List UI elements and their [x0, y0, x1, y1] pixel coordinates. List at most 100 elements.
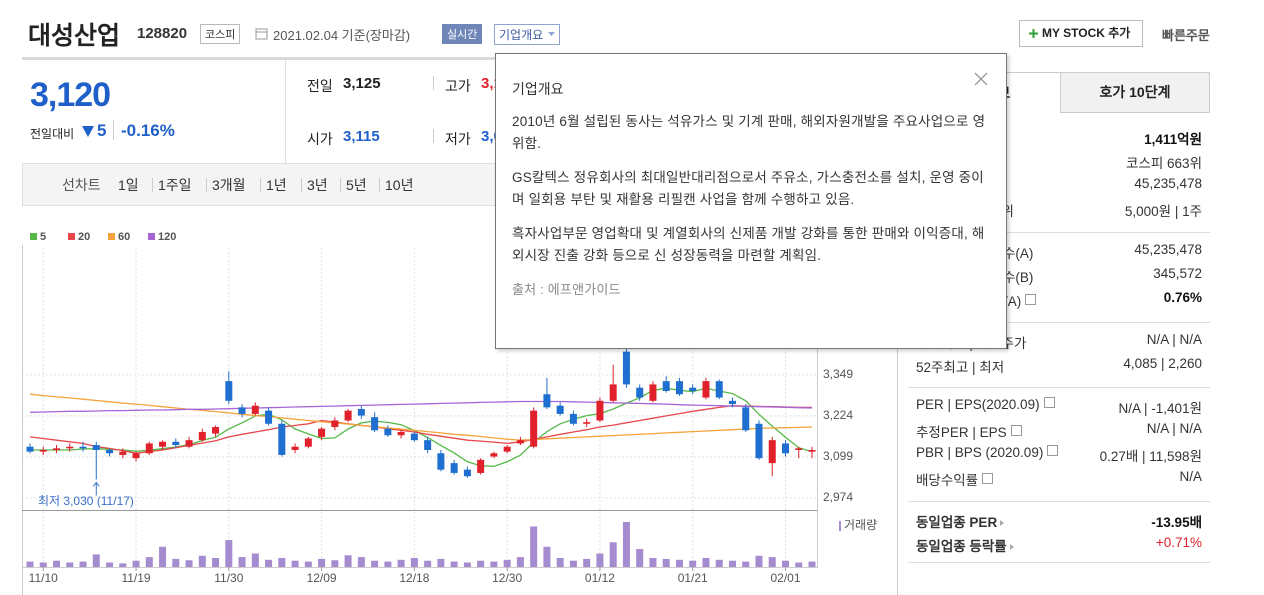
period-tab[interactable]: 선차트	[62, 177, 101, 193]
overview-popup: 기업개요 2010년 6월 설립된 동사는 석유가스 및 기계 판매, 해외자원…	[495, 53, 1007, 349]
period-tab[interactable]: 1년	[266, 177, 287, 193]
volume-bar	[689, 560, 697, 567]
row-separator	[908, 232, 1210, 233]
quick-order[interactable]: 빠른주문	[1162, 28, 1210, 43]
divider	[113, 120, 114, 140]
period-tab[interactable]: 5년	[346, 177, 367, 193]
candle-body	[543, 394, 551, 408]
tab-separator	[301, 178, 302, 192]
candle-body	[675, 381, 683, 395]
high-label: 고가	[445, 78, 471, 94]
popup-paragraph: GS칼텍스 정유회사의 최대일반대리점으로서 주유소, 가스충전소를 설치, 운…	[512, 170, 984, 207]
info-row: 추정PER | EPS N/A | N/A	[916, 421, 1202, 443]
mystock-button[interactable]: MY STOCK 추가	[1019, 20, 1143, 47]
overview-button[interactable]: 기업개요	[494, 24, 561, 45]
candle-body	[609, 384, 617, 401]
info-value: 0.27배 | 11,598원	[1099, 449, 1202, 464]
volume-bar	[437, 558, 445, 567]
arrow-icon	[1009, 544, 1014, 550]
period-tab[interactable]: 3개월	[212, 177, 246, 193]
volume-bar	[39, 562, 47, 567]
arrow-icon	[1000, 520, 1005, 526]
info-row: PBR | BPS (2020.09) 0.27배 | 11,598원	[916, 445, 1202, 467]
volume-bar	[172, 558, 180, 567]
period-tab[interactable]: 3년	[307, 177, 328, 193]
volume-bar	[318, 558, 326, 567]
volume-bar	[331, 560, 339, 567]
row-separator	[908, 322, 1210, 323]
popup-source: 출처 : 에프앤가이드	[512, 282, 621, 297]
volume-bar	[344, 555, 352, 567]
volume-bar	[662, 558, 670, 567]
candle-body	[172, 441, 180, 446]
tab-separator	[340, 178, 341, 192]
tab-separator	[260, 178, 261, 192]
plus-icon	[1029, 29, 1038, 38]
info-value: 345,572	[1153, 266, 1202, 281]
candle-body	[66, 446, 74, 449]
candle-body	[437, 453, 445, 470]
volume-bar	[583, 558, 591, 567]
divider	[433, 76, 434, 90]
candle-body	[649, 384, 657, 401]
candle-body	[344, 410, 352, 421]
candle-body	[781, 443, 789, 454]
volume-bar	[781, 560, 789, 567]
period-tab[interactable]: 1주일	[158, 177, 192, 193]
label-text: 동일업종 등락률	[916, 539, 1007, 554]
volume-bar	[516, 557, 524, 567]
candle-body	[490, 453, 498, 457]
volume-bar	[768, 557, 776, 567]
candle-body	[53, 448, 61, 450]
change-rate: -0.16%	[121, 121, 175, 140]
info-label: PBR | BPS (2020.09)	[916, 445, 1059, 460]
volume-bar	[251, 553, 259, 567]
volume-bar	[424, 560, 432, 567]
candle-body	[702, 381, 710, 398]
volume-bar	[278, 558, 286, 567]
candle-body	[622, 351, 630, 385]
candle-body	[318, 428, 326, 437]
help-icon	[1010, 425, 1022, 436]
volume-bar	[397, 559, 405, 567]
info-value: 4,085 | 2,260	[1123, 356, 1202, 371]
info-value: N/A | N/A	[1146, 332, 1202, 347]
info-value: +0.71%	[1155, 535, 1202, 550]
period-tab[interactable]: 1일	[118, 177, 139, 193]
x-tick-label: 01/12	[585, 571, 615, 585]
candle-body	[808, 449, 816, 452]
divider	[285, 60, 286, 163]
info-label: 52주최고 | 최저	[916, 356, 1004, 376]
info-value: N/A | -1,401원	[1118, 401, 1202, 416]
volume-bar	[238, 557, 246, 567]
mystock-label: MY STOCK 추가	[1042, 26, 1131, 40]
volume-bar	[79, 561, 87, 567]
candle-body	[198, 431, 206, 441]
period-tab[interactable]: 10년	[385, 177, 414, 193]
arrow-shape	[1009, 544, 1014, 550]
candle-body	[768, 440, 776, 464]
info-value: 0.76%	[1163, 290, 1202, 305]
candle-body	[251, 405, 259, 414]
caret	[548, 32, 556, 36]
calendar-icon	[255, 28, 268, 40]
volume-bar	[795, 562, 803, 567]
tab-separator	[206, 178, 207, 192]
label-text: PER | EPS(2020.09)	[916, 397, 1040, 412]
label-text: 52주최고 | 최저	[916, 360, 1005, 375]
info-row: 동일업종 등락률 +0.71%	[916, 535, 1202, 557]
open-label: 시가	[307, 131, 333, 147]
candle-body	[265, 410, 273, 424]
y-tick-label: 3,349	[823, 367, 853, 381]
volume-bar	[371, 560, 379, 567]
close-button[interactable]	[974, 72, 988, 86]
row-separator	[908, 562, 1210, 563]
info-value: 45,235,478	[1134, 242, 1202, 257]
info-value: N/A | N/A	[1146, 421, 1202, 436]
volume-bar	[145, 557, 153, 567]
info-label: 동일업종 등락률	[916, 535, 1016, 555]
candle-body	[516, 440, 524, 444]
orderbook-tab[interactable]: 호가 10단계	[1060, 72, 1210, 113]
realtime-button[interactable]: 실시간	[442, 24, 483, 44]
